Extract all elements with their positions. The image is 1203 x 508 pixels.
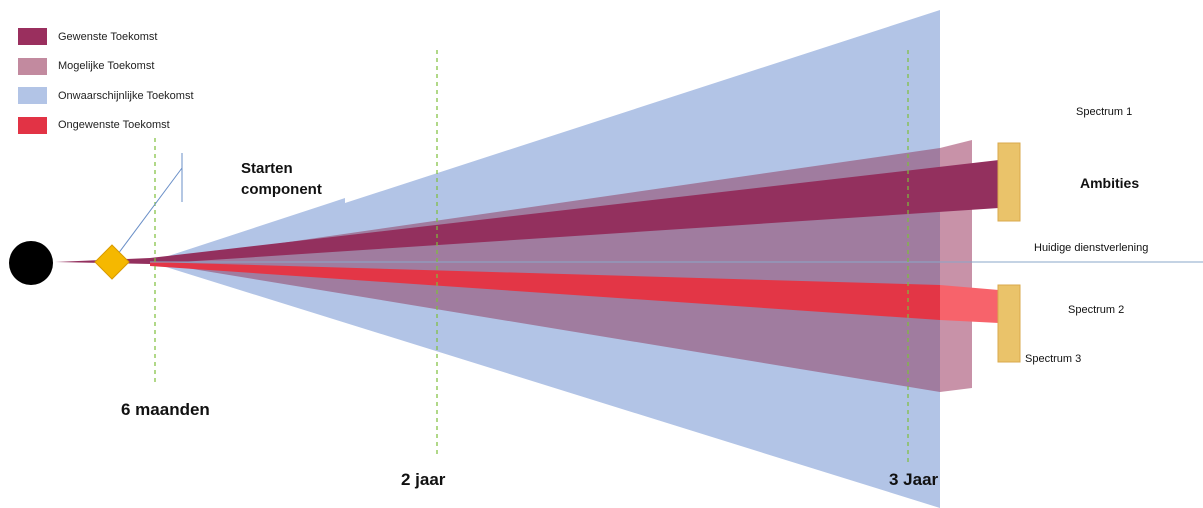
legend-item: Ongewenste Toekomst	[18, 111, 194, 141]
legend-label: Ongewenste Toekomst	[58, 119, 170, 132]
spectrum2-label: Spectrum 2	[1068, 304, 1125, 316]
legend-swatch	[18, 28, 47, 46]
ongewenste-band	[150, 262, 940, 320]
spectrum-marker	[997, 284, 1021, 363]
legend-swatch	[18, 57, 47, 75]
legend-swatch	[18, 87, 47, 105]
starten-line2: component	[241, 181, 322, 198]
legend-label: Mogelijke Toekomst	[58, 60, 155, 73]
callout-line	[111, 167, 183, 263]
starten-line1: Starten	[241, 160, 293, 177]
milestone-diamond	[94, 244, 130, 280]
time-label-2-jaar: 2 jaar	[401, 470, 446, 489]
gewenste-band	[55, 160, 999, 264]
ambities-marker	[997, 142, 1021, 222]
ongewenste-band-end	[940, 285, 999, 323]
legend-item: Mogelijke Toekomst	[18, 52, 194, 82]
spectrum1-label: Spectrum 1	[1076, 106, 1133, 118]
legend-swatch	[18, 116, 47, 134]
ambities-label: Ambities	[1080, 175, 1140, 191]
legend-label: Gewenste Toekomst	[58, 30, 158, 43]
spectrum3-label: Spectrum 3	[1025, 353, 1082, 365]
origin-dot	[9, 241, 53, 285]
huidige-dienstverlening-label: Huidige dienstverlening	[1034, 242, 1149, 254]
starten-component-label: Starten component	[241, 158, 322, 200]
time-label-3-jaar: 3 Jaar	[889, 470, 939, 489]
legend-item: Onwaarschijnlijke Toekomst	[18, 81, 194, 111]
legend-label: Onwaarschijnlijke Toekomst	[58, 89, 194, 102]
legend-item: Gewenste Toekomst	[18, 22, 194, 52]
time-label-6-maanden: 6 maanden	[121, 400, 210, 419]
legend: Gewenste Toekomst Mogelijke Toekomst Onw…	[18, 22, 194, 140]
